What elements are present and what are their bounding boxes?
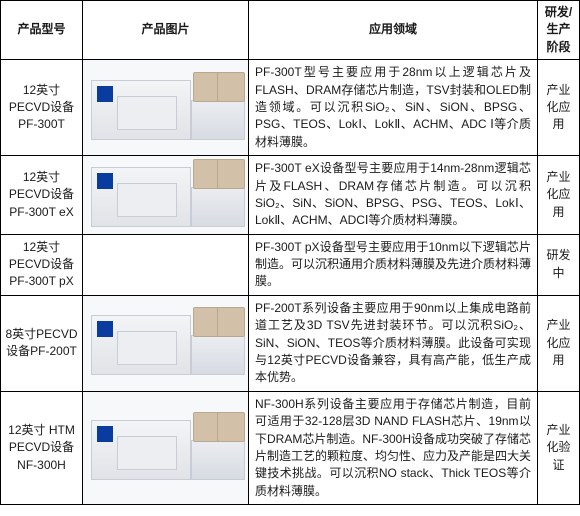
application-cell: PF-300T eX设备型号主要应用于14nm-28nm逻辑芯片及FLASH、D…	[249, 156, 538, 235]
stage-cell: 研发中	[538, 234, 580, 295]
application-cell: PF-300T型号主要应用于28nm以上逻辑芯片及FLASH、DRAM存储芯片制…	[249, 60, 538, 156]
table-body: 12英寸PECVD设备PF-300T PF-300T型号主要应用于28nm以上逻…	[1, 60, 580, 505]
application-cell: NF-300H系列设备主要应用于存储芯片制造，目前可适用于32-128层3D N…	[249, 391, 538, 504]
image-cell	[83, 295, 249, 391]
equipment-image	[91, 159, 241, 231]
stage-cell: 产业化应用	[538, 60, 580, 156]
table-row: 12英寸PECVD设备PF-300T eX PF-300T eX设备型号主要应用…	[1, 156, 580, 235]
table-row: 12英寸PECVD设备PF-300T pX PF-300T pX设备型号主要应用于…	[1, 234, 580, 295]
product-table: 产品型号 产品图片 应用领域 研发/生产阶段 12英寸PECVD设备PF-300…	[0, 0, 580, 505]
header-stage: 研发/生产阶段	[538, 1, 580, 60]
image-cell	[83, 391, 249, 504]
table-row: 8英寸PECVD设备PF-200T PF-200T系列设备主要应用于90nm以上…	[1, 295, 580, 391]
equipment-image	[91, 307, 241, 379]
application-cell: PF-200T系列设备主要应用于90nm以上集成电路前道工艺及3D TSV先进封…	[249, 295, 538, 391]
stage-cell: 产业化验证	[538, 391, 580, 504]
application-cell: PF-300T pX设备型号主要应用于10nm以下逻辑芯片制造。可以沉积通用介质…	[249, 234, 538, 295]
model-cell: 8英寸PECVD设备PF-200T	[1, 295, 83, 391]
header-image: 产品图片	[83, 1, 249, 60]
header-app: 应用领域	[249, 1, 538, 60]
equipment-image	[91, 72, 241, 144]
model-cell: 12英寸PECVD设备PF-300T eX	[1, 156, 83, 235]
table-header: 产品型号 产品图片 应用领域 研发/生产阶段	[1, 1, 580, 60]
model-cell: 12英寸 HTM PECVD设备NF-300H	[1, 391, 83, 504]
equipment-image	[91, 412, 241, 484]
header-model: 产品型号	[1, 1, 83, 60]
image-cell	[83, 156, 249, 235]
image-cell	[83, 234, 249, 295]
stage-cell: 产业化应用	[538, 156, 580, 235]
model-cell: 12英寸PECVD设备PF-300T	[1, 60, 83, 156]
table-row: 12英寸 HTM PECVD设备NF-300H NF-300H系列设备主要应用于…	[1, 391, 580, 504]
stage-cell: 产业化应用	[538, 295, 580, 391]
table-row: 12英寸PECVD设备PF-300T PF-300T型号主要应用于28nm以上逻…	[1, 60, 580, 156]
image-cell	[83, 60, 249, 156]
model-cell: 12英寸PECVD设备PF-300T pX	[1, 234, 83, 295]
